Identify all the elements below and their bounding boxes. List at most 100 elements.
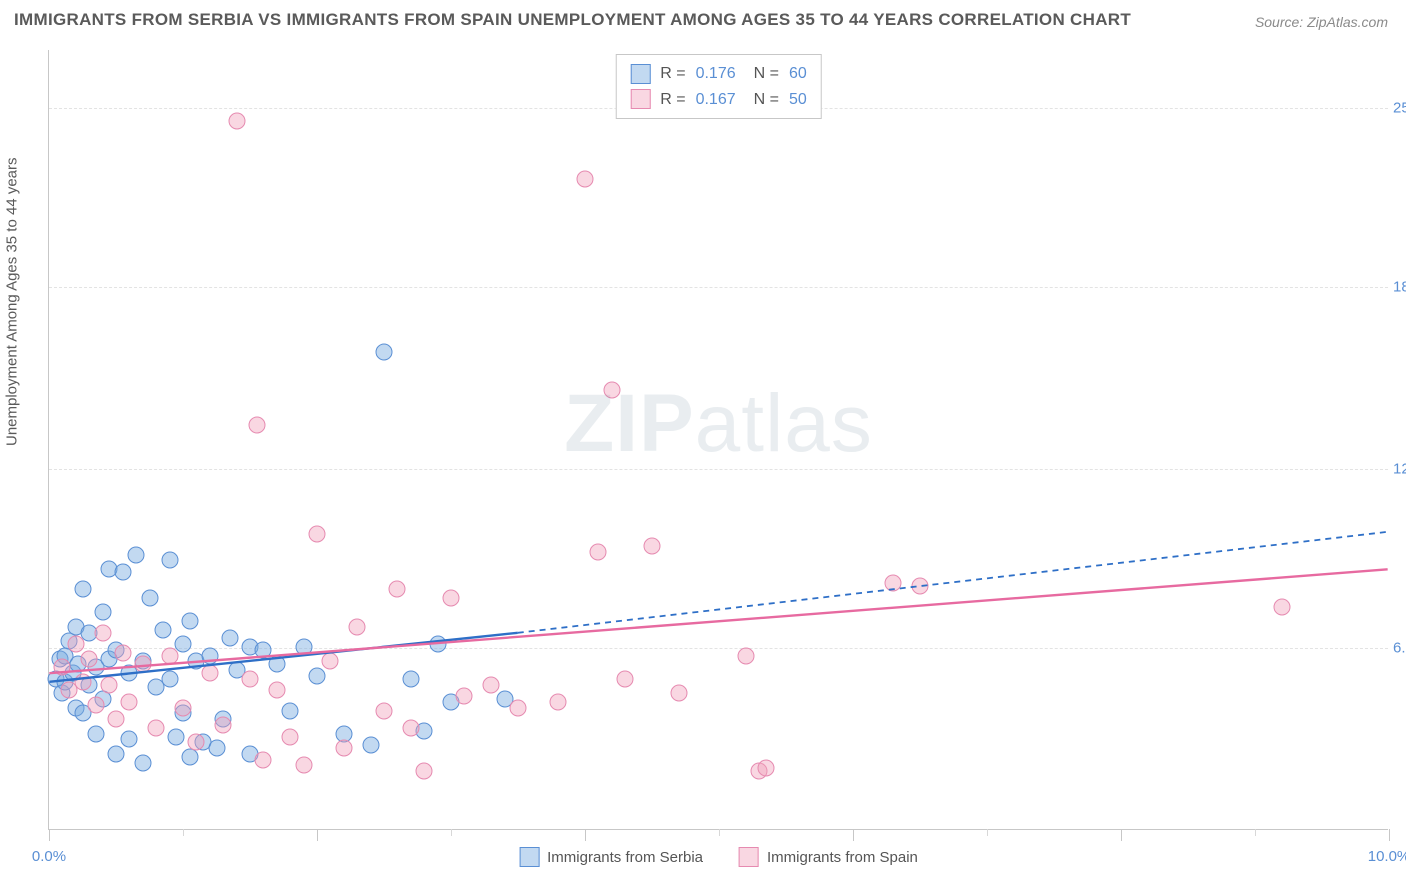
data-point bbox=[577, 171, 594, 188]
data-point bbox=[141, 589, 158, 606]
data-point bbox=[188, 734, 205, 751]
r-label: R = bbox=[660, 61, 685, 87]
data-point bbox=[161, 647, 178, 664]
data-point bbox=[389, 581, 406, 598]
r-value-spain: 0.167 bbox=[696, 87, 736, 113]
gridline bbox=[49, 469, 1388, 470]
data-point bbox=[201, 665, 218, 682]
data-point bbox=[201, 647, 218, 664]
data-point bbox=[148, 719, 165, 736]
data-point bbox=[282, 702, 299, 719]
plot-area: ZIPatlas R = 0.176 N = 60 R = 0.167 N = … bbox=[48, 50, 1388, 830]
y-axis-label: Unemployment Among Ages 35 to 44 years bbox=[4, 157, 21, 446]
data-point bbox=[121, 693, 138, 710]
x-tick-minor bbox=[451, 829, 452, 836]
legend-label-serbia: Immigrants from Serbia bbox=[547, 849, 703, 866]
x-tick-minor bbox=[183, 829, 184, 836]
data-point bbox=[54, 659, 71, 676]
data-point bbox=[376, 344, 393, 361]
swatch-serbia bbox=[630, 64, 650, 84]
data-point bbox=[134, 656, 151, 673]
data-point bbox=[429, 636, 446, 653]
n-value-spain: 50 bbox=[789, 87, 807, 113]
data-point bbox=[154, 621, 171, 638]
swatch-spain bbox=[630, 89, 650, 109]
legend-row-serbia: R = 0.176 N = 60 bbox=[630, 61, 807, 87]
data-point bbox=[510, 699, 527, 716]
data-point bbox=[221, 630, 238, 647]
data-point bbox=[248, 416, 265, 433]
data-point bbox=[74, 673, 91, 690]
data-point bbox=[255, 751, 272, 768]
data-point bbox=[912, 578, 929, 595]
data-point bbox=[1273, 598, 1290, 615]
data-point bbox=[255, 641, 272, 658]
n-label: N = bbox=[754, 87, 779, 113]
data-point bbox=[757, 760, 774, 777]
data-point bbox=[181, 613, 198, 630]
data-point bbox=[416, 763, 433, 780]
y-tick-label: 25.0% bbox=[1393, 99, 1406, 116]
data-point bbox=[161, 552, 178, 569]
data-point bbox=[114, 644, 131, 661]
data-point bbox=[208, 740, 225, 757]
n-value-serbia: 60 bbox=[789, 61, 807, 87]
data-point bbox=[128, 546, 145, 563]
x-tick-major bbox=[585, 829, 586, 841]
legend-item-serbia: Immigrants from Serbia bbox=[519, 847, 703, 867]
correlation-legend: R = 0.176 N = 60 R = 0.167 N = 50 bbox=[615, 54, 822, 119]
x-tick-label: 0.0% bbox=[32, 848, 66, 865]
data-point bbox=[74, 581, 91, 598]
chart-title: IMMIGRANTS FROM SERBIA VS IMMIGRANTS FRO… bbox=[14, 10, 1131, 30]
data-point bbox=[295, 639, 312, 656]
data-point bbox=[168, 728, 185, 745]
data-point bbox=[617, 670, 634, 687]
data-point bbox=[885, 575, 902, 592]
legend-label-spain: Immigrants from Spain bbox=[767, 849, 918, 866]
swatch-serbia-bottom bbox=[519, 847, 539, 867]
source-attribution: Source: ZipAtlas.com bbox=[1255, 14, 1388, 30]
swatch-spain-bottom bbox=[739, 847, 759, 867]
watermark-zip: ZIP bbox=[564, 378, 695, 469]
data-point bbox=[175, 636, 192, 653]
y-tick-label: 12.5% bbox=[1393, 460, 1406, 477]
x-tick-major bbox=[853, 829, 854, 841]
y-tick-label: 18.8% bbox=[1393, 278, 1406, 295]
data-point bbox=[402, 719, 419, 736]
data-point bbox=[550, 693, 567, 710]
data-point bbox=[590, 543, 607, 560]
r-label: R = bbox=[660, 87, 685, 113]
legend-row-spain: R = 0.167 N = 50 bbox=[630, 87, 807, 113]
data-point bbox=[737, 647, 754, 664]
x-tick-major bbox=[317, 829, 318, 841]
x-tick-major bbox=[49, 829, 50, 841]
data-point bbox=[114, 563, 131, 580]
x-tick-major bbox=[1389, 829, 1390, 841]
data-point bbox=[121, 731, 138, 748]
data-point bbox=[175, 699, 192, 716]
trend-lines bbox=[49, 50, 1388, 829]
data-point bbox=[108, 711, 125, 728]
data-point bbox=[603, 381, 620, 398]
data-point bbox=[94, 604, 111, 621]
x-tick-minor bbox=[719, 829, 720, 836]
data-point bbox=[101, 676, 118, 693]
data-point bbox=[87, 696, 104, 713]
data-point bbox=[94, 624, 111, 641]
data-point bbox=[295, 757, 312, 774]
data-point bbox=[67, 636, 84, 653]
data-point bbox=[309, 667, 326, 684]
gridline bbox=[49, 287, 1388, 288]
data-point bbox=[268, 656, 285, 673]
x-tick-minor bbox=[1255, 829, 1256, 836]
data-point bbox=[670, 685, 687, 702]
data-point bbox=[309, 526, 326, 543]
data-point bbox=[81, 650, 98, 667]
data-point bbox=[443, 589, 460, 606]
data-point bbox=[349, 618, 366, 635]
data-point bbox=[215, 717, 232, 734]
r-value-serbia: 0.176 bbox=[696, 61, 736, 87]
data-point bbox=[268, 682, 285, 699]
data-point bbox=[87, 725, 104, 742]
y-tick-label: 6.3% bbox=[1393, 640, 1406, 657]
